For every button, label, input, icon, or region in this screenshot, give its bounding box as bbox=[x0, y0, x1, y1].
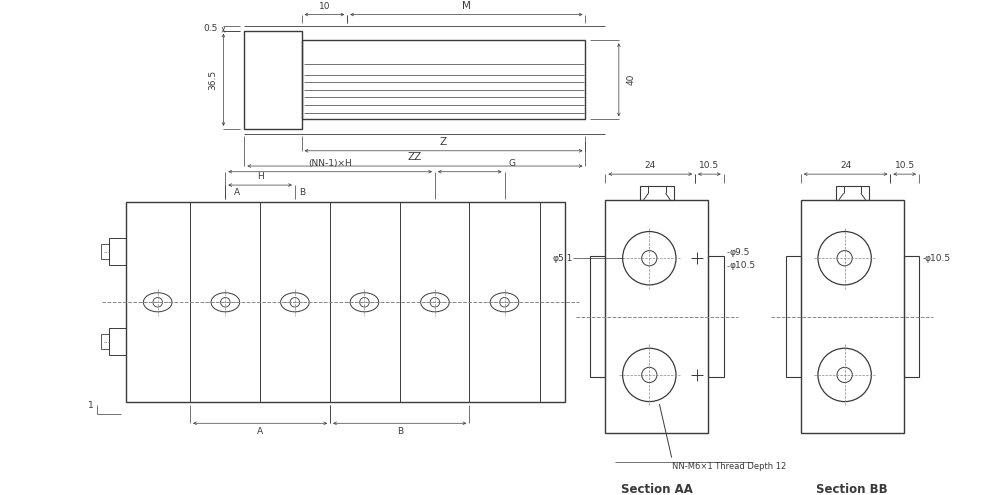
Bar bbox=[102, 244, 109, 259]
Text: (NN-1)×H: (NN-1)×H bbox=[309, 159, 352, 168]
Text: 1: 1 bbox=[88, 401, 94, 410]
Text: 0.5: 0.5 bbox=[204, 24, 218, 33]
Text: φ9.5: φ9.5 bbox=[729, 248, 750, 257]
Bar bbox=[109, 238, 127, 265]
Text: 24: 24 bbox=[645, 161, 656, 170]
Text: A: A bbox=[233, 188, 240, 197]
Text: H: H bbox=[257, 172, 263, 181]
Text: 10.5: 10.5 bbox=[895, 161, 915, 170]
Text: M: M bbox=[462, 0, 471, 11]
Text: G: G bbox=[508, 159, 515, 168]
Text: φ10.5: φ10.5 bbox=[729, 261, 756, 270]
Bar bbox=[102, 334, 109, 349]
Text: φ5.1: φ5.1 bbox=[553, 254, 573, 263]
Text: ZZ: ZZ bbox=[407, 152, 422, 162]
Bar bbox=[785, 256, 801, 377]
Bar bbox=[836, 186, 869, 200]
Text: 10.5: 10.5 bbox=[699, 161, 719, 170]
Bar bbox=[605, 200, 708, 433]
Bar bbox=[904, 256, 919, 377]
Bar bbox=[640, 186, 674, 200]
Bar bbox=[127, 202, 565, 402]
Bar bbox=[708, 256, 724, 377]
Text: Z: Z bbox=[440, 137, 447, 147]
Text: 36.5: 36.5 bbox=[209, 70, 218, 90]
Text: 40: 40 bbox=[626, 74, 636, 86]
Bar bbox=[302, 40, 585, 119]
Bar bbox=[801, 200, 904, 433]
Bar bbox=[590, 256, 605, 377]
Text: Section BB: Section BB bbox=[817, 483, 888, 495]
Text: B: B bbox=[397, 427, 403, 436]
Text: NN-M6×1 Thread Depth 12: NN-M6×1 Thread Depth 12 bbox=[673, 462, 786, 471]
Text: A: A bbox=[257, 427, 263, 436]
Text: 24: 24 bbox=[840, 161, 852, 170]
Text: 10: 10 bbox=[318, 1, 330, 11]
Text: Section AA: Section AA bbox=[621, 483, 693, 495]
Bar bbox=[244, 31, 302, 129]
Bar bbox=[109, 328, 127, 355]
Text: φ10.5: φ10.5 bbox=[925, 254, 950, 263]
Text: B: B bbox=[300, 188, 306, 197]
